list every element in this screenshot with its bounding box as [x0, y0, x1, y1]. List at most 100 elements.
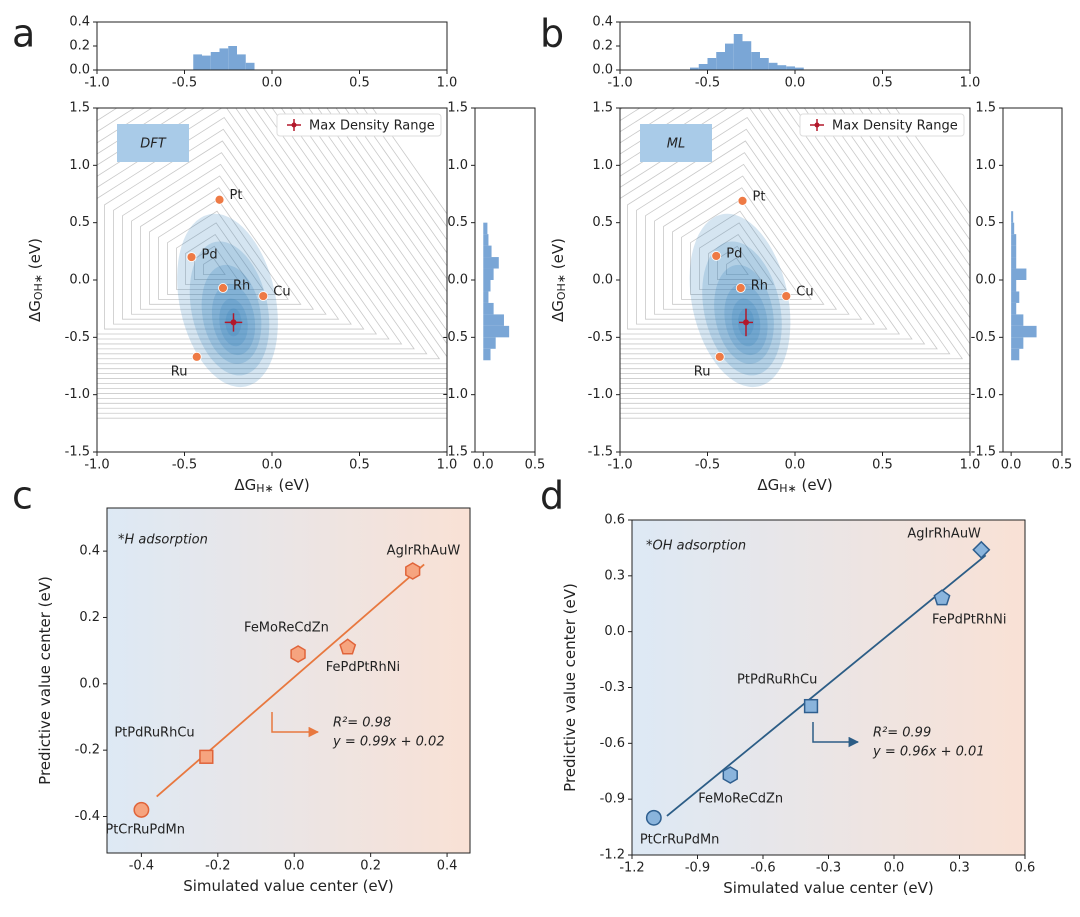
method-badge: [117, 124, 189, 162]
x-tick-label: -0.4: [129, 859, 154, 874]
histogram-bar: [228, 46, 237, 70]
histogram-bar: [733, 34, 743, 70]
y-tick-label: 0.2: [592, 39, 613, 54]
point-label: Cu: [273, 285, 290, 300]
x-tick-label: -1.0: [84, 458, 109, 473]
x-tick-label: -0.5: [172, 458, 197, 473]
y-tick-label: 1.0: [975, 158, 996, 173]
point-label: Cu: [796, 285, 813, 300]
x-axis-label: ΔGH∗ (eV): [234, 476, 309, 496]
histogram-bar: [483, 291, 489, 303]
contour-line: [113, 140, 352, 325]
y-tick-label: -1.0: [65, 387, 90, 402]
contour-line: [690, 210, 800, 295]
density-contour: [201, 264, 262, 364]
histogram-bar: [1011, 211, 1014, 223]
annotation-arrow: [271, 712, 320, 738]
legend-symbol: [814, 122, 820, 128]
histogram-bar: [690, 67, 699, 70]
y-tick-label: 0.0: [592, 63, 613, 78]
data-point: [191, 351, 202, 362]
y-tick-label: -1.5: [65, 445, 90, 460]
histogram-bar: [751, 52, 760, 70]
histogram-bar: [483, 337, 496, 349]
y-tick-label: 1.5: [592, 101, 613, 116]
histogram-bar: [1011, 325, 1037, 338]
y-tick-label: -0.5: [588, 330, 613, 345]
x-axis-label-part: H∗: [256, 482, 274, 495]
histogram-bar: [1011, 337, 1024, 349]
method-badge: [640, 124, 712, 162]
histogram-bar: [1011, 348, 1020, 361]
data-point: [735, 283, 746, 293]
plot-area: [97, 108, 447, 419]
x-tick-label: -0.5: [695, 76, 720, 91]
histogram-bar: [483, 257, 499, 269]
x-tick-label: -0.9: [685, 861, 710, 876]
data-point: [218, 283, 228, 293]
histogram-bar: [1011, 268, 1027, 280]
histogram-bar: [483, 348, 491, 361]
y-tick-label: 0.5: [975, 215, 996, 230]
x-tick-label: 0.5: [872, 76, 893, 91]
x-axis-label: Simulated value center (eV): [183, 877, 394, 895]
histogram-bar: [1011, 302, 1017, 315]
data-point: [722, 766, 738, 784]
plot-background: [107, 508, 470, 853]
y-tick-label: 0.3: [604, 568, 625, 583]
contour-line: [185, 234, 252, 285]
y-tick-label: -0.5: [443, 330, 468, 345]
density-contour: [702, 241, 782, 376]
plot-area: [1011, 211, 1037, 361]
contour-line: [636, 140, 875, 325]
histogram-bar: [483, 234, 489, 246]
histogram-bar: [795, 67, 804, 70]
x-tick-label: -1.0: [84, 76, 109, 91]
legend-box: [276, 113, 442, 137]
y-tick-label: 0.0: [592, 273, 613, 288]
axes-frame: [619, 21, 971, 71]
legend-label: Max Density Range: [309, 119, 435, 134]
x-tick-label: 0.3: [949, 861, 970, 876]
y-tick-label: 0.0: [69, 273, 90, 288]
histogram-bar: [1011, 280, 1017, 292]
x-tick-label: 0.5: [1052, 458, 1073, 473]
x-axis-label-part: (eV): [797, 476, 833, 494]
histogram-bar: [786, 66, 795, 70]
point-label: AgIrRhAuW: [907, 526, 981, 541]
y-tick-label: 0.2: [69, 39, 90, 54]
contour-line: [663, 175, 838, 310]
histogram-bar: [219, 48, 229, 70]
y-tick-label: 0.0: [975, 273, 996, 288]
point-label: FeMoReCdZn: [698, 791, 783, 806]
data-point: [214, 194, 225, 205]
axes-frame: [96, 21, 448, 71]
contour-line: [681, 198, 812, 300]
y-tick-label: 0.4: [79, 544, 100, 559]
y-tick-label: -0.6: [600, 736, 625, 751]
fit-annotation: y = 0.96x + 0.01: [872, 745, 985, 760]
x-tick-label: 0.0: [262, 76, 283, 91]
y-tick-label: 1.5: [69, 101, 90, 116]
point-label: Rh: [751, 279, 768, 294]
contour-line: [97, 108, 415, 350]
y-tick-label: 0.5: [447, 215, 468, 230]
contour-line: [620, 108, 964, 360]
x-axis-label: Simulated value center (eV): [723, 879, 934, 897]
y-tick-label: 0.0: [604, 624, 625, 639]
point-label: Rh: [233, 279, 250, 294]
method-label: DFT: [140, 137, 166, 152]
x-tick-label: -0.5: [695, 458, 720, 473]
histogram-bar: [483, 314, 504, 326]
data-point: [290, 645, 306, 663]
data-point: [645, 809, 662, 826]
histogram-bar: [202, 55, 211, 70]
plot-area: [620, 108, 970, 419]
point-label: FeMoReCdZn: [244, 620, 329, 635]
y-tick-label: -1.5: [443, 445, 468, 460]
histogram-bar: [483, 325, 510, 338]
plot-area: [193, 46, 255, 70]
y-tick-label: 1.5: [975, 101, 996, 116]
